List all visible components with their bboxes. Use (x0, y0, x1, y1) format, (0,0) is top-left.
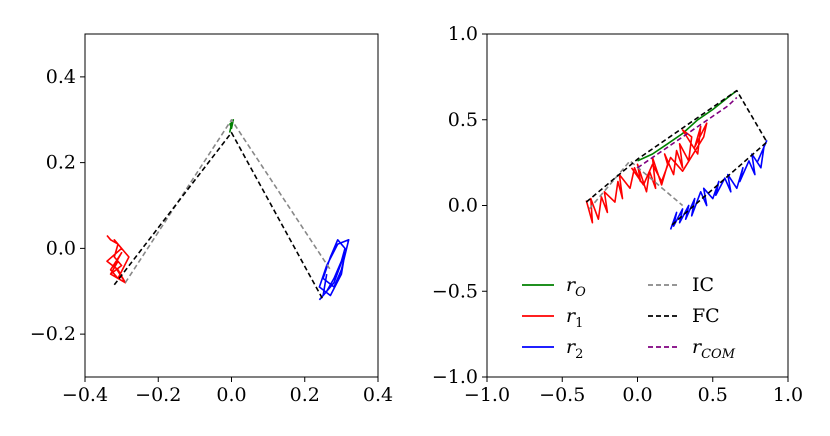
series-line-r-1 (106, 234, 130, 284)
x-tick-label: 1.0 (773, 384, 803, 406)
right-plot: −1.0 −0.5 0.0 0.5 1.0 −1.0 −0.5 0.0 0.5 1.0 (432, 23, 803, 406)
series-line-fc (585, 89, 768, 227)
x-tick-label: 0.4 (363, 384, 393, 406)
x-tick-label: 0.5 (698, 384, 728, 406)
left-plot: −0.4 −0.2 0.0 0.2 0.4 −0.2 0.0 0.2 0.4 (30, 33, 393, 406)
legend: rO r1 r2 IC FC rCOM (522, 274, 736, 362)
y-tick-label: 0.4 (46, 66, 76, 88)
y-tick-label: 0.5 (448, 109, 478, 131)
series-line-r-com (637, 96, 738, 169)
y-tick-label: 0.0 (46, 237, 76, 259)
series-line-r-2 (318, 239, 350, 301)
legend-label: IC (692, 274, 714, 296)
plot-frame (486, 33, 789, 378)
series-line-fc (113, 131, 324, 301)
plot-frame (84, 33, 379, 378)
series-line-r-o (228, 119, 235, 133)
x-tick-label: −0.5 (539, 384, 585, 406)
x-tick-label: −0.4 (62, 384, 108, 406)
series-line-r-1 (585, 122, 708, 224)
series-line-ic (588, 160, 684, 210)
series-line-ic (124, 119, 332, 284)
legend-label: FC (692, 305, 720, 327)
y-tick-label: −0.5 (432, 280, 478, 302)
y-tick-label: 1.0 (448, 23, 478, 45)
y-tick-label: −0.2 (30, 323, 76, 345)
y-tick-label: −1.0 (432, 366, 478, 388)
x-tick-label: −1.0 (464, 384, 510, 406)
x-tick-label: 0.2 (290, 384, 320, 406)
x-tick-label: −0.2 (135, 384, 181, 406)
legend-label: r1 (566, 305, 583, 331)
y-tick-label: 0.0 (448, 195, 478, 217)
x-tick-label: 0.0 (216, 384, 246, 406)
legend-label: rCOM (692, 336, 736, 362)
x-tick-label: 0.0 (622, 384, 652, 406)
legend-label: rO (566, 274, 586, 300)
legend-label: r2 (566, 336, 583, 362)
y-tick-label: 0.2 (46, 152, 76, 174)
